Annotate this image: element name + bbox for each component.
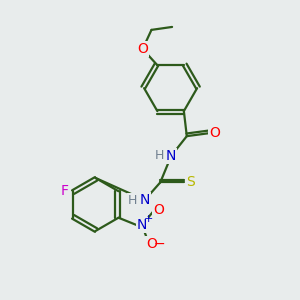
Text: O: O [146, 237, 157, 251]
Text: N: N [137, 218, 147, 232]
Text: H: H [155, 149, 164, 162]
Text: N: N [166, 149, 176, 163]
Text: H: H [128, 194, 138, 206]
Text: +: + [144, 214, 153, 224]
Text: O: O [137, 42, 148, 56]
Text: N: N [140, 193, 150, 207]
Text: −: − [154, 237, 166, 251]
Text: O: O [153, 203, 164, 218]
Text: S: S [186, 176, 195, 189]
Text: O: O [209, 126, 220, 140]
Text: F: F [60, 184, 68, 198]
